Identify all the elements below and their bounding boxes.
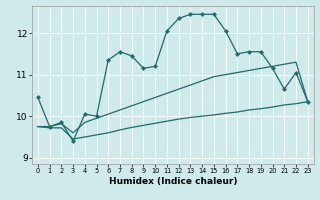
X-axis label: Humidex (Indice chaleur): Humidex (Indice chaleur) xyxy=(108,177,237,186)
